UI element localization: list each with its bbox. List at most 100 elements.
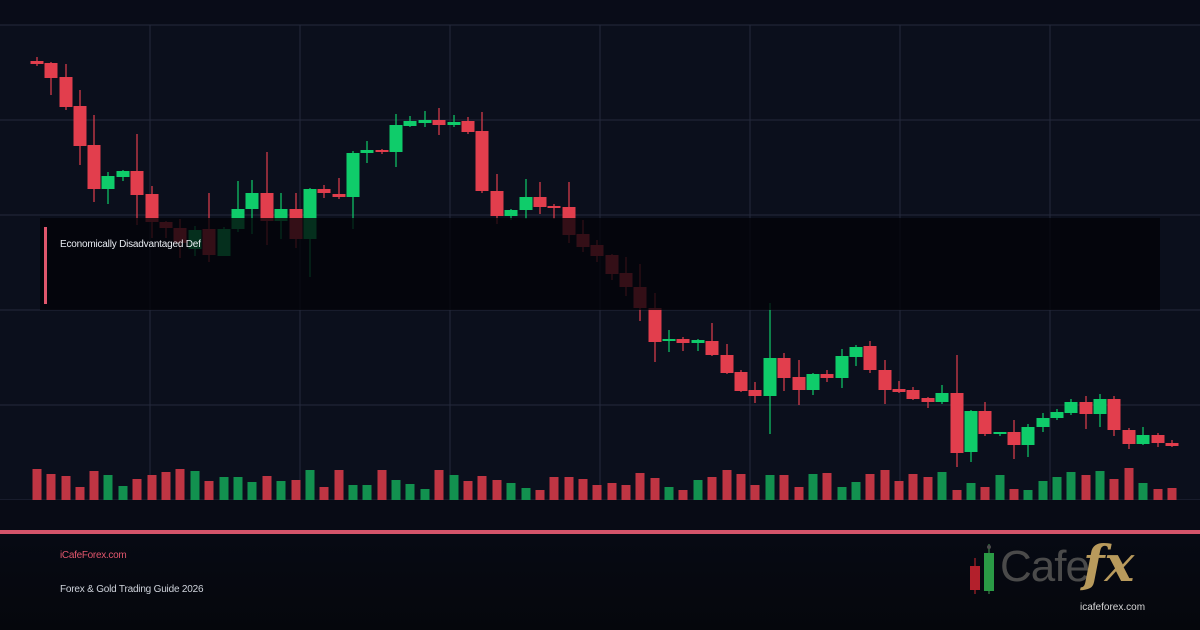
candle bbox=[389, 125, 403, 152]
volume-bar bbox=[722, 470, 732, 500]
volume-bar bbox=[118, 486, 128, 500]
candle bbox=[1151, 435, 1165, 443]
volume-bar bbox=[219, 477, 229, 500]
annotation-accent-bar bbox=[44, 227, 47, 304]
volume-bar bbox=[1081, 475, 1091, 500]
volume-bar bbox=[305, 470, 315, 500]
candle bbox=[533, 197, 547, 207]
volume-bar bbox=[837, 487, 847, 500]
volume-bar bbox=[621, 485, 631, 500]
volume-bar bbox=[1109, 479, 1119, 500]
candle bbox=[950, 393, 964, 453]
volume-bar bbox=[1095, 471, 1105, 500]
volume-bar bbox=[980, 487, 990, 500]
volume-bar bbox=[506, 483, 516, 500]
candle bbox=[1036, 418, 1050, 427]
volume-bar bbox=[923, 477, 933, 500]
candle bbox=[1136, 435, 1150, 444]
candle bbox=[461, 121, 475, 132]
candle bbox=[978, 411, 992, 434]
candle bbox=[346, 153, 360, 197]
candle bbox=[432, 120, 446, 125]
volume-bar bbox=[247, 482, 257, 500]
volume-bar bbox=[348, 485, 358, 500]
candle bbox=[1165, 443, 1179, 446]
volume-bar bbox=[1138, 483, 1148, 500]
candle bbox=[418, 120, 432, 123]
candle bbox=[1021, 427, 1035, 445]
volume-bar bbox=[707, 477, 717, 500]
candle bbox=[806, 374, 820, 390]
candle bbox=[447, 122, 461, 125]
volume-bar bbox=[549, 477, 559, 500]
candle bbox=[835, 356, 849, 378]
candle bbox=[964, 411, 978, 452]
candle bbox=[662, 339, 676, 341]
candle bbox=[691, 340, 705, 343]
volume-bar bbox=[175, 469, 185, 500]
candle bbox=[921, 398, 935, 402]
candle bbox=[892, 389, 906, 392]
volume-bar bbox=[32, 469, 42, 500]
volume-bar bbox=[1167, 488, 1177, 500]
candle bbox=[1064, 402, 1078, 413]
logo-wordmark: Cafe bbox=[1000, 542, 1090, 591]
candle bbox=[475, 131, 489, 191]
candle bbox=[519, 197, 533, 210]
volume-bar bbox=[377, 470, 387, 500]
volume-bar bbox=[650, 478, 660, 500]
volume-bar bbox=[1052, 477, 1062, 500]
logo-fx-mark: fx bbox=[1083, 534, 1135, 593]
volume-bar bbox=[103, 475, 113, 500]
volume-bar bbox=[794, 487, 804, 500]
volume-bar bbox=[736, 474, 746, 500]
volume-bar bbox=[678, 490, 688, 500]
volume-bar bbox=[420, 489, 430, 500]
guide-subtitle: Forex & Gold Trading Guide 2026 bbox=[60, 584, 204, 595]
candle bbox=[504, 210, 518, 216]
volume-bar bbox=[908, 474, 918, 500]
candle bbox=[87, 145, 101, 189]
volume-bar bbox=[147, 475, 157, 500]
candle bbox=[676, 339, 690, 343]
candle bbox=[375, 150, 389, 152]
candlestick-logo-icon bbox=[970, 544, 994, 594]
volume-bar bbox=[937, 472, 947, 500]
volume-bar bbox=[75, 487, 85, 500]
volume-bar bbox=[233, 477, 243, 500]
candle bbox=[317, 189, 331, 193]
volume-bar bbox=[1023, 490, 1033, 500]
volume-bar bbox=[966, 483, 976, 500]
candle bbox=[906, 390, 920, 399]
candle bbox=[720, 355, 734, 373]
candle bbox=[360, 150, 374, 153]
volume-bar bbox=[492, 480, 502, 500]
volume-bar bbox=[865, 474, 875, 500]
volume-bar bbox=[995, 475, 1005, 500]
candle bbox=[820, 374, 834, 378]
volume-bar bbox=[276, 481, 286, 500]
volume-bar bbox=[1066, 472, 1076, 500]
volume-bar bbox=[635, 473, 645, 500]
candle bbox=[1050, 412, 1064, 418]
candle bbox=[863, 346, 877, 370]
candle bbox=[490, 191, 504, 216]
volume-bar bbox=[463, 481, 473, 500]
candle bbox=[1122, 430, 1136, 444]
candle bbox=[777, 358, 791, 378]
volume-bar bbox=[578, 479, 588, 500]
site-link[interactable]: iCafeForex.com bbox=[60, 550, 127, 561]
volume-bar bbox=[564, 477, 574, 500]
logo-url: icafeforex.com bbox=[1080, 602, 1146, 613]
volume-bar bbox=[434, 470, 444, 500]
candle bbox=[145, 194, 159, 222]
annotation-box bbox=[40, 218, 1160, 310]
candle bbox=[59, 77, 73, 107]
candle bbox=[878, 370, 892, 390]
volume-bar bbox=[319, 487, 329, 500]
annotation-label: Economically Disadvantaged Def bbox=[60, 239, 201, 250]
volume-bar bbox=[405, 484, 415, 500]
volume-bar bbox=[291, 480, 301, 500]
candle bbox=[705, 341, 719, 355]
footer-divider bbox=[0, 530, 1200, 534]
